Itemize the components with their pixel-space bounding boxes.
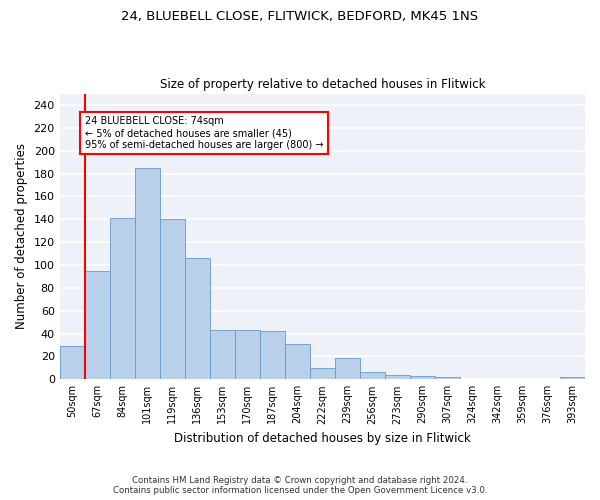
Bar	[310, 368, 335, 380]
Bar	[285, 344, 310, 380]
Bar	[235, 330, 260, 380]
Y-axis label: Number of detached properties: Number of detached properties	[15, 144, 28, 330]
Bar	[435, 377, 460, 380]
Title: Size of property relative to detached houses in Flitwick: Size of property relative to detached ho…	[160, 78, 485, 91]
Text: 24 BLUEBELL CLOSE: 74sqm
← 5% of detached houses are smaller (45)
95% of semi-de: 24 BLUEBELL CLOSE: 74sqm ← 5% of detache…	[85, 116, 323, 150]
Bar	[210, 330, 235, 380]
Bar	[560, 377, 585, 380]
X-axis label: Distribution of detached houses by size in Flitwick: Distribution of detached houses by size …	[174, 432, 471, 445]
Bar	[335, 358, 360, 380]
Text: Contains HM Land Registry data © Crown copyright and database right 2024.
Contai: Contains HM Land Registry data © Crown c…	[113, 476, 487, 495]
Text: 24, BLUEBELL CLOSE, FLITWICK, BEDFORD, MK45 1NS: 24, BLUEBELL CLOSE, FLITWICK, BEDFORD, M…	[121, 10, 479, 23]
Bar	[385, 374, 410, 380]
Bar	[360, 372, 385, 380]
Bar	[260, 332, 285, 380]
Bar	[410, 376, 435, 380]
Bar	[59, 346, 85, 380]
Bar	[85, 270, 110, 380]
Bar	[185, 258, 210, 380]
Bar	[135, 168, 160, 380]
Bar	[110, 218, 135, 380]
Bar	[160, 220, 185, 380]
